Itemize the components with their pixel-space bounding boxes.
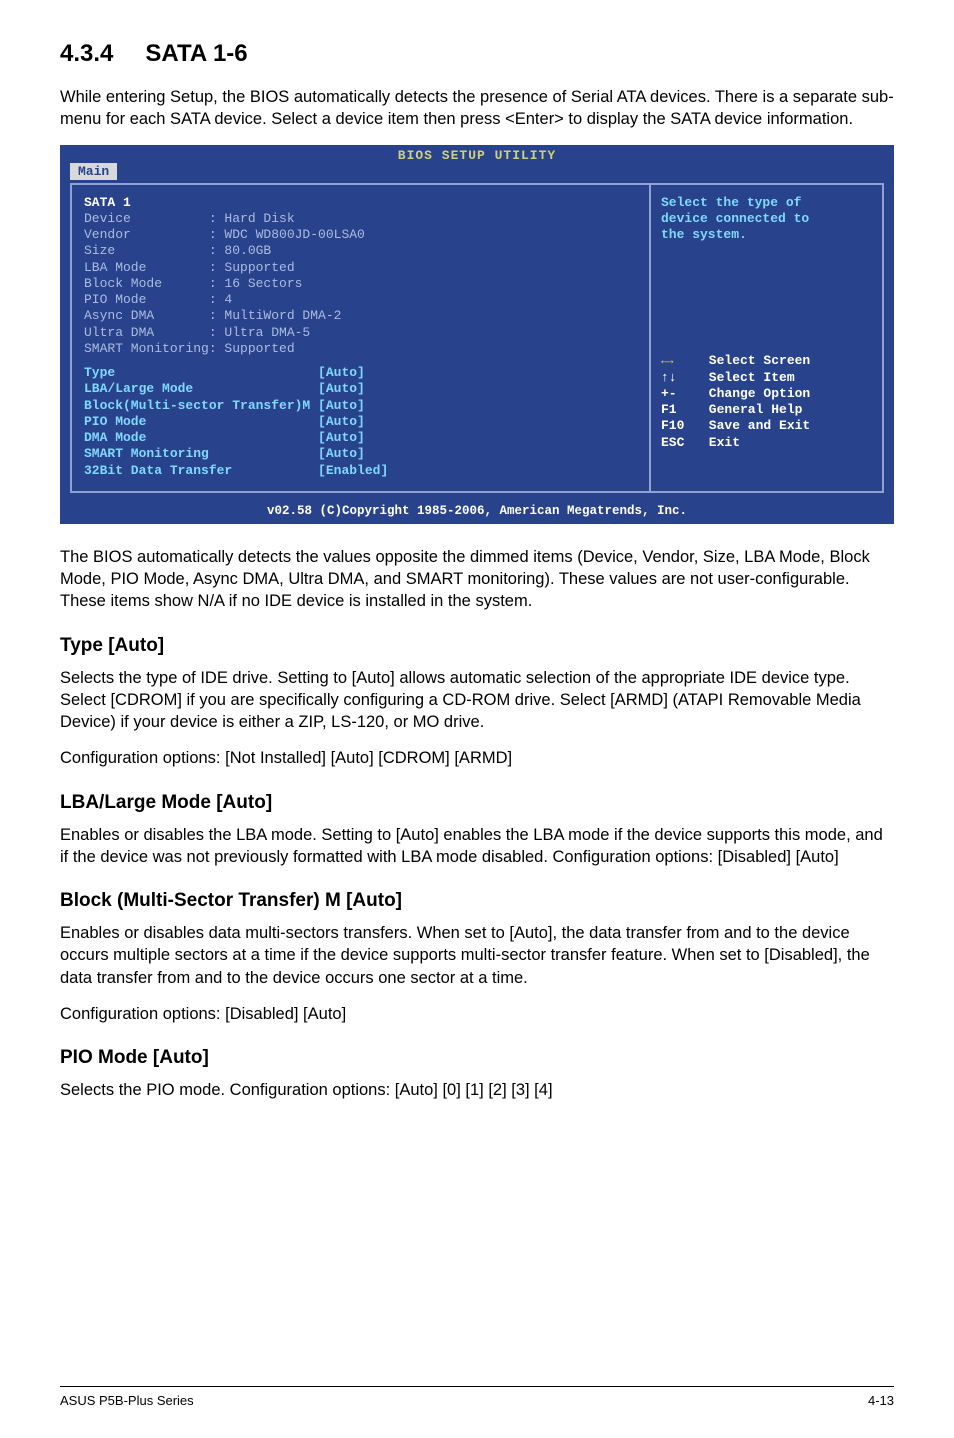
bios-static-row: Vendor : WDC WD800JD-00LSA0 <box>84 227 637 243</box>
bios-help-row: F10 Save and Exit <box>661 418 872 434</box>
bios-header-title: BIOS SETUP UTILITY <box>398 148 556 163</box>
bios-option-row: 32Bit Data Transfer [Enabled] <box>84 463 637 479</box>
sub-pio-heading: PIO Mode [Auto] <box>60 1047 894 1069</box>
bios-tip-line1: Select the type of <box>661 195 872 211</box>
page-footer: ASUS P5B-Plus Series 4-13 <box>60 1386 894 1408</box>
bios-static-row: Size : 80.0GB <box>84 243 637 259</box>
spacer <box>661 243 872 353</box>
bios-static-row: LBA Mode : Supported <box>84 260 637 276</box>
bios-right-panel: Select the type of device connected to t… <box>649 183 884 493</box>
bios-option-row: PIO Mode [Auto] <box>84 414 637 430</box>
sub-type-heading: Type [Auto] <box>60 635 894 657</box>
footer-right: 4-13 <box>868 1393 894 1408</box>
bios-left-title: SATA 1 <box>84 195 637 211</box>
after-bios-paragraph: The BIOS automatically detects the value… <box>60 546 894 613</box>
section-number: 4.3.4 <box>60 40 113 68</box>
bios-tip-line3: the system. <box>661 227 872 243</box>
footer-left: ASUS P5B-Plus Series <box>60 1393 194 1408</box>
bios-tip-line2: device connected to <box>661 211 872 227</box>
bios-option-row: Type [Auto] <box>84 365 637 381</box>
bios-static-row: SMART Monitoring: Supported <box>84 341 637 357</box>
bios-body: SATA 1 Device : Hard DiskVendor : WDC WD… <box>60 167 894 503</box>
bios-static-row: PIO Mode : 4 <box>84 292 637 308</box>
bios-help-list: ←→ Select Screen↑↓ Select Item+- Change … <box>661 353 872 451</box>
section-title: SATA 1-6 <box>145 40 247 67</box>
page: 4.3.4 SATA 1-6 While entering Setup, the … <box>0 0 954 1438</box>
intro-paragraph: While entering Setup, the BIOS automatic… <box>60 86 894 131</box>
bios-help-row: ←→ Select Screen <box>661 353 872 369</box>
bios-static-row: Device : Hard Disk <box>84 211 637 227</box>
sub-pio-paragraph: Selects the PIO mode. Configuration opti… <box>60 1079 894 1101</box>
bios-options-list: Type [Auto]LBA/Large Mode [Auto]Block(Mu… <box>84 365 637 479</box>
bios-help-row: +- Change Option <box>661 386 872 402</box>
bios-tab-main: Main <box>70 163 117 180</box>
bios-static-row: Ultra DMA : Ultra DMA-5 <box>84 325 637 341</box>
bios-left-panel: SATA 1 Device : Hard DiskVendor : WDC WD… <box>70 183 649 493</box>
spacer <box>84 357 637 365</box>
bios-option-row: LBA/Large Mode [Auto] <box>84 381 637 397</box>
bios-screenshot: BIOS SETUP UTILITY Main SATA 1 Device : … <box>60 145 894 524</box>
bios-static-list: Device : Hard DiskVendor : WDC WD800JD-0… <box>84 211 637 357</box>
bios-footer: v02.58 (C)Copyright 1985-2006, American … <box>60 503 894 524</box>
sub-block-paragraph: Enables or disables data multi-sectors t… <box>60 922 894 989</box>
sub-lba-paragraph: Enables or disables the LBA mode. Settin… <box>60 824 894 869</box>
bios-help-row: F1 General Help <box>661 402 872 418</box>
sub-type-config: Configuration options: [Not Installed] [… <box>60 747 894 769</box>
bios-option-row: Block(Multi-sector Transfer)M [Auto] <box>84 398 637 414</box>
bios-option-row: SMART Monitoring [Auto] <box>84 446 637 462</box>
bios-static-row: Block Mode : 16 Sectors <box>84 276 637 292</box>
section-heading: 4.3.4 SATA 1-6 <box>60 40 894 68</box>
sub-block-heading: Block (Multi-Sector Transfer) M [Auto] <box>60 890 894 912</box>
sub-block-config: Configuration options: [Disabled] [Auto] <box>60 1003 894 1025</box>
bios-header: BIOS SETUP UTILITY Main <box>60 145 894 167</box>
bios-static-row: Async DMA : MultiWord DMA-2 <box>84 308 637 324</box>
sub-lba-heading: LBA/Large Mode [Auto] <box>60 792 894 814</box>
bios-help-row: ESC Exit <box>661 435 872 451</box>
bios-option-row: DMA Mode [Auto] <box>84 430 637 446</box>
bios-help-row: ↑↓ Select Item <box>661 370 872 386</box>
sub-type-paragraph: Selects the type of IDE drive. Setting t… <box>60 667 894 734</box>
